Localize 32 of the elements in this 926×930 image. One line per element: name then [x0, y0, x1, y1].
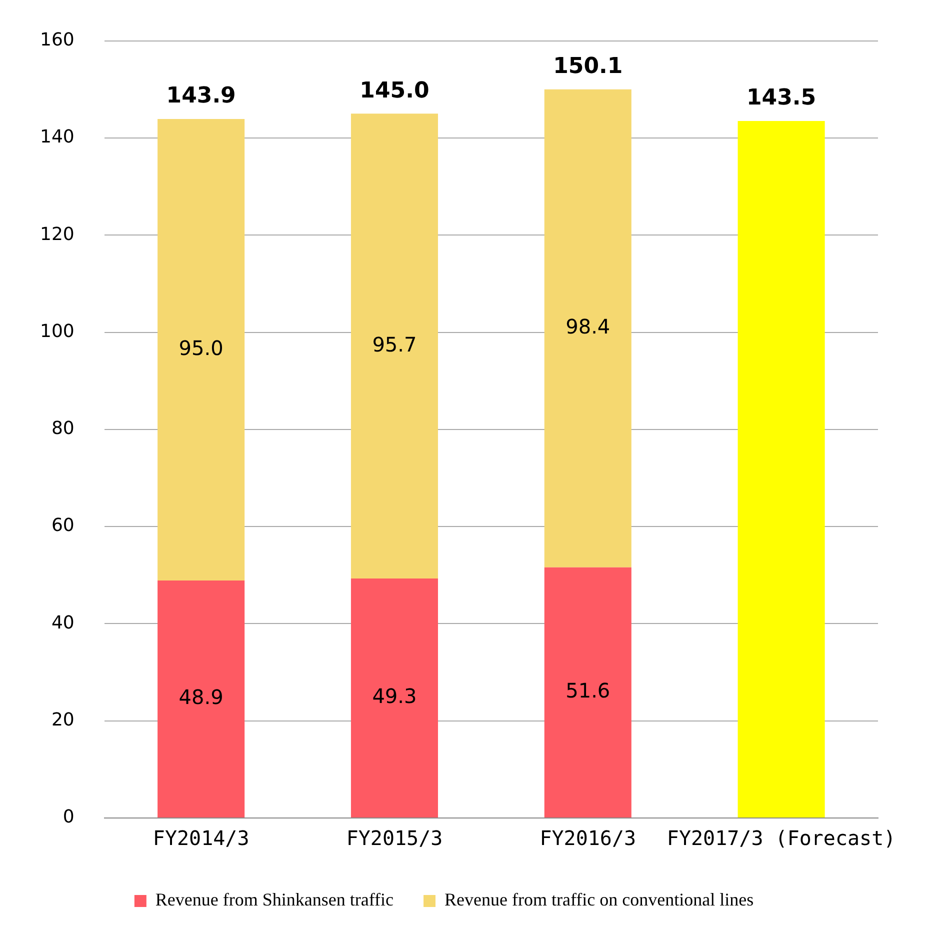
bar	[158, 580, 245, 818]
y-tick-label: 40	[51, 612, 74, 634]
data-label: 95.0	[178, 336, 224, 360]
y-tick-label: 140	[40, 126, 74, 148]
total-label: 145.0	[360, 78, 430, 104]
data-label: 95.7	[372, 332, 417, 356]
y-tick-label: 20	[51, 710, 74, 731]
data-label: 48.9	[178, 685, 224, 710]
y-tick-label: 100	[40, 320, 74, 342]
y-tick-label: 160	[40, 29, 74, 50]
x-tick-label: FY2016/3	[540, 826, 636, 850]
data-label: 49.3	[372, 684, 417, 708]
data-label: 98.4	[566, 314, 610, 339]
y-tick-label: 80	[51, 418, 74, 440]
data-label: 51.6	[566, 678, 610, 703]
legend-label: Revenue from traffic on conventional lines	[444, 890, 754, 910]
y-tick-label: 0	[62, 806, 74, 828]
bar	[158, 119, 245, 580]
x-tick-label: FY2015/3	[346, 826, 443, 850]
total-label: 143.5	[746, 86, 816, 111]
x-tick-label: FY2017/3 (Forecast)	[666, 826, 896, 850]
y-tick-label: 60	[51, 515, 74, 536]
bar	[544, 89, 632, 568]
bar	[350, 114, 438, 579]
legend-label: Revenue from Shinkansen traffic	[155, 890, 394, 910]
y-tick-label: 120	[40, 224, 74, 245]
bar	[738, 120, 825, 818]
total-label: 150.1	[553, 54, 623, 80]
x-tick-label: FY2014/3	[152, 826, 250, 850]
bar	[350, 578, 438, 818]
total-label: 143.9	[166, 84, 236, 109]
bar	[544, 567, 632, 818]
